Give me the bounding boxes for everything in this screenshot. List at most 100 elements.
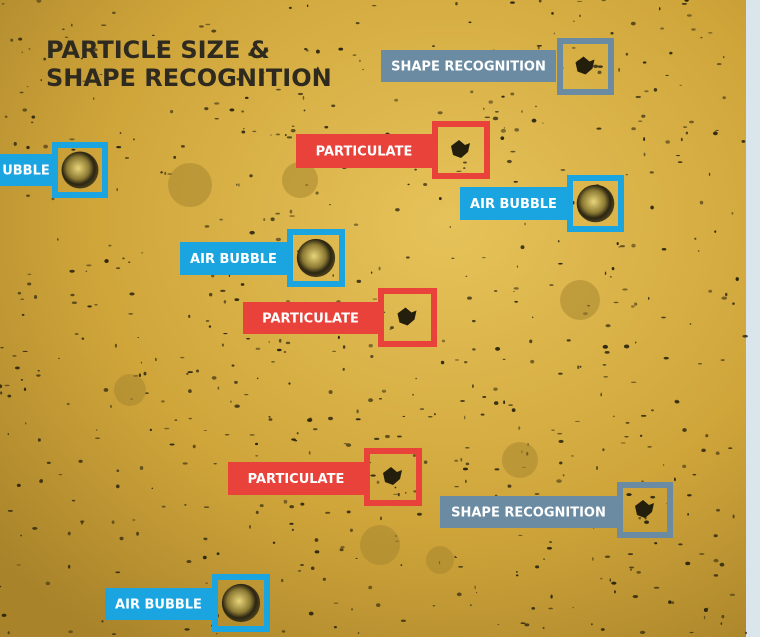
out-of-focus-bubble	[502, 442, 538, 478]
speck	[225, 434, 230, 435]
speck	[189, 418, 192, 420]
speck	[286, 300, 290, 302]
speck	[622, 288, 627, 290]
speck	[432, 45, 435, 47]
speck	[572, 607, 574, 609]
speck	[558, 440, 563, 443]
speck	[699, 553, 704, 555]
speck	[510, 92, 514, 95]
speck	[624, 344, 629, 348]
speck	[503, 359, 506, 360]
speck	[256, 511, 259, 514]
speck	[204, 107, 208, 110]
speck	[472, 348, 475, 350]
speck	[25, 422, 26, 424]
speck	[174, 420, 177, 421]
speck	[80, 520, 84, 522]
speck	[464, 361, 467, 363]
speck	[36, 374, 40, 376]
speck	[276, 133, 280, 135]
speck	[501, 96, 504, 98]
speck	[503, 400, 505, 404]
speck	[572, 47, 576, 49]
speck	[543, 558, 544, 560]
title-line: PARTICLE SIZE &	[46, 36, 270, 64]
speck	[687, 494, 692, 496]
speck	[287, 136, 292, 138]
speck	[434, 413, 436, 415]
speck	[328, 417, 333, 420]
speck	[260, 504, 264, 507]
speck	[300, 503, 304, 506]
speck	[289, 505, 294, 508]
speck	[683, 126, 687, 127]
speck	[617, 242, 619, 245]
speck	[230, 401, 232, 403]
speck	[529, 340, 532, 344]
speck	[10, 39, 13, 42]
speck	[5, 116, 8, 119]
speck	[241, 110, 244, 112]
speck	[549, 284, 553, 285]
speck	[603, 364, 607, 365]
speck	[665, 140, 670, 143]
speck	[69, 138, 74, 140]
speck	[120, 537, 124, 540]
label-text: UBBLE	[2, 164, 50, 179]
speck	[558, 373, 563, 375]
speck	[647, 446, 651, 447]
speck	[2, 3, 5, 4]
speck	[730, 594, 735, 596]
speck	[344, 443, 348, 444]
speck	[704, 608, 708, 612]
speck	[112, 633, 116, 635]
speck	[510, 1, 515, 3]
speck	[472, 320, 476, 322]
speck	[716, 509, 720, 512]
speck	[304, 110, 306, 112]
speck	[112, 520, 115, 524]
speck	[464, 416, 465, 420]
speck	[470, 604, 472, 606]
speck	[690, 632, 694, 633]
speck	[493, 387, 498, 390]
speck	[234, 298, 239, 301]
speck	[32, 527, 37, 530]
speck	[631, 382, 637, 383]
speck	[59, 474, 63, 475]
speck	[634, 303, 637, 306]
speck	[714, 534, 718, 537]
speck	[571, 455, 574, 456]
speck	[220, 290, 225, 292]
speck	[424, 461, 428, 464]
speck	[181, 145, 185, 148]
speck	[249, 231, 254, 235]
speck	[723, 56, 724, 58]
annotated-micrograph: PARTICLE SIZE & SHAPE RECOGNITION SHAPE …	[0, 0, 760, 637]
speck	[476, 592, 477, 593]
speck	[698, 250, 700, 251]
speck	[82, 337, 85, 339]
speck	[654, 88, 657, 92]
speck	[372, 5, 377, 6]
speck	[521, 110, 523, 113]
speck	[531, 607, 535, 610]
speck	[405, 492, 407, 494]
speck	[371, 271, 372, 274]
speck	[94, 304, 97, 305]
speck	[537, 45, 542, 47]
speck	[682, 428, 686, 432]
speck	[116, 469, 119, 472]
speck	[234, 404, 240, 407]
speck	[475, 586, 476, 590]
speck	[351, 608, 353, 610]
speck	[451, 258, 454, 259]
speck	[34, 295, 37, 299]
speck	[454, 486, 459, 487]
label-text: AIR BUBBLE	[470, 197, 557, 212]
speck	[343, 345, 345, 349]
speck	[567, 339, 571, 341]
speck	[514, 181, 518, 183]
speck	[466, 463, 470, 466]
speck	[598, 65, 603, 68]
